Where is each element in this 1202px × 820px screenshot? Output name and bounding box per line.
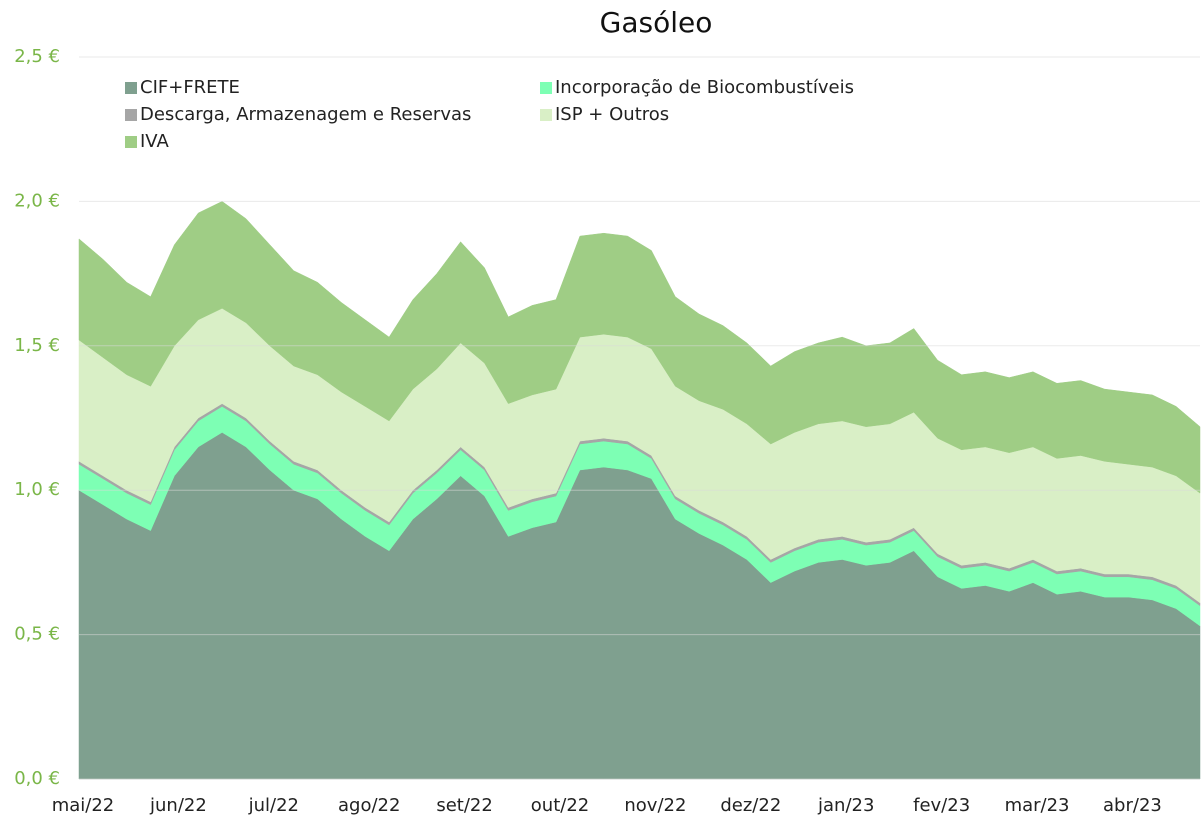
x-tick-label: jul/22	[248, 795, 299, 816]
x-tick-label: fev/23	[913, 795, 970, 816]
legend-swatch	[125, 82, 137, 94]
legend-label: Descarga, Armazenagem e Reservas	[140, 104, 471, 125]
y-tick-label: 0,5 €	[14, 624, 60, 645]
legend-label: CIF+FRETE	[140, 77, 240, 98]
y-tick-label: 2,0 €	[14, 190, 60, 211]
legend-swatch	[125, 109, 137, 121]
legend-label: Incorporação de Biocombustíveis	[555, 77, 854, 98]
x-tick-label: mai/22	[52, 795, 115, 816]
y-tick-label: 0,0 €	[14, 768, 60, 789]
x-tick-label: abr/23	[1103, 795, 1162, 816]
legend-label: ISP + Outros	[555, 104, 669, 125]
x-tick-label: ago/22	[338, 795, 400, 816]
legend: CIF+FRETE Incorporação de Biocombustíveis…	[125, 77, 854, 152]
y-tick-label: 2,5 €	[14, 46, 60, 67]
x-tick-label: jun/22	[149, 795, 207, 816]
y-tick-label: 1,5 €	[14, 335, 60, 356]
area	[78, 201, 1201, 494]
legend-swatch	[540, 109, 552, 121]
y-tick-label: 1,0 €	[14, 479, 60, 500]
chart-title: Gasóleo	[600, 6, 713, 39]
legend-swatch	[540, 82, 552, 94]
x-tick-label: set/22	[436, 795, 492, 816]
x-tick-label: jan/23	[817, 795, 874, 816]
legend-label: IVA	[140, 131, 169, 152]
legend-swatch	[125, 136, 137, 148]
x-tick-label: dez/22	[720, 795, 781, 816]
x-tick-label: nov/22	[624, 795, 686, 816]
x-tick-label: out/22	[531, 795, 589, 816]
grid	[79, 56, 1200, 780]
x-tick-label: mar/23	[1005, 795, 1070, 816]
